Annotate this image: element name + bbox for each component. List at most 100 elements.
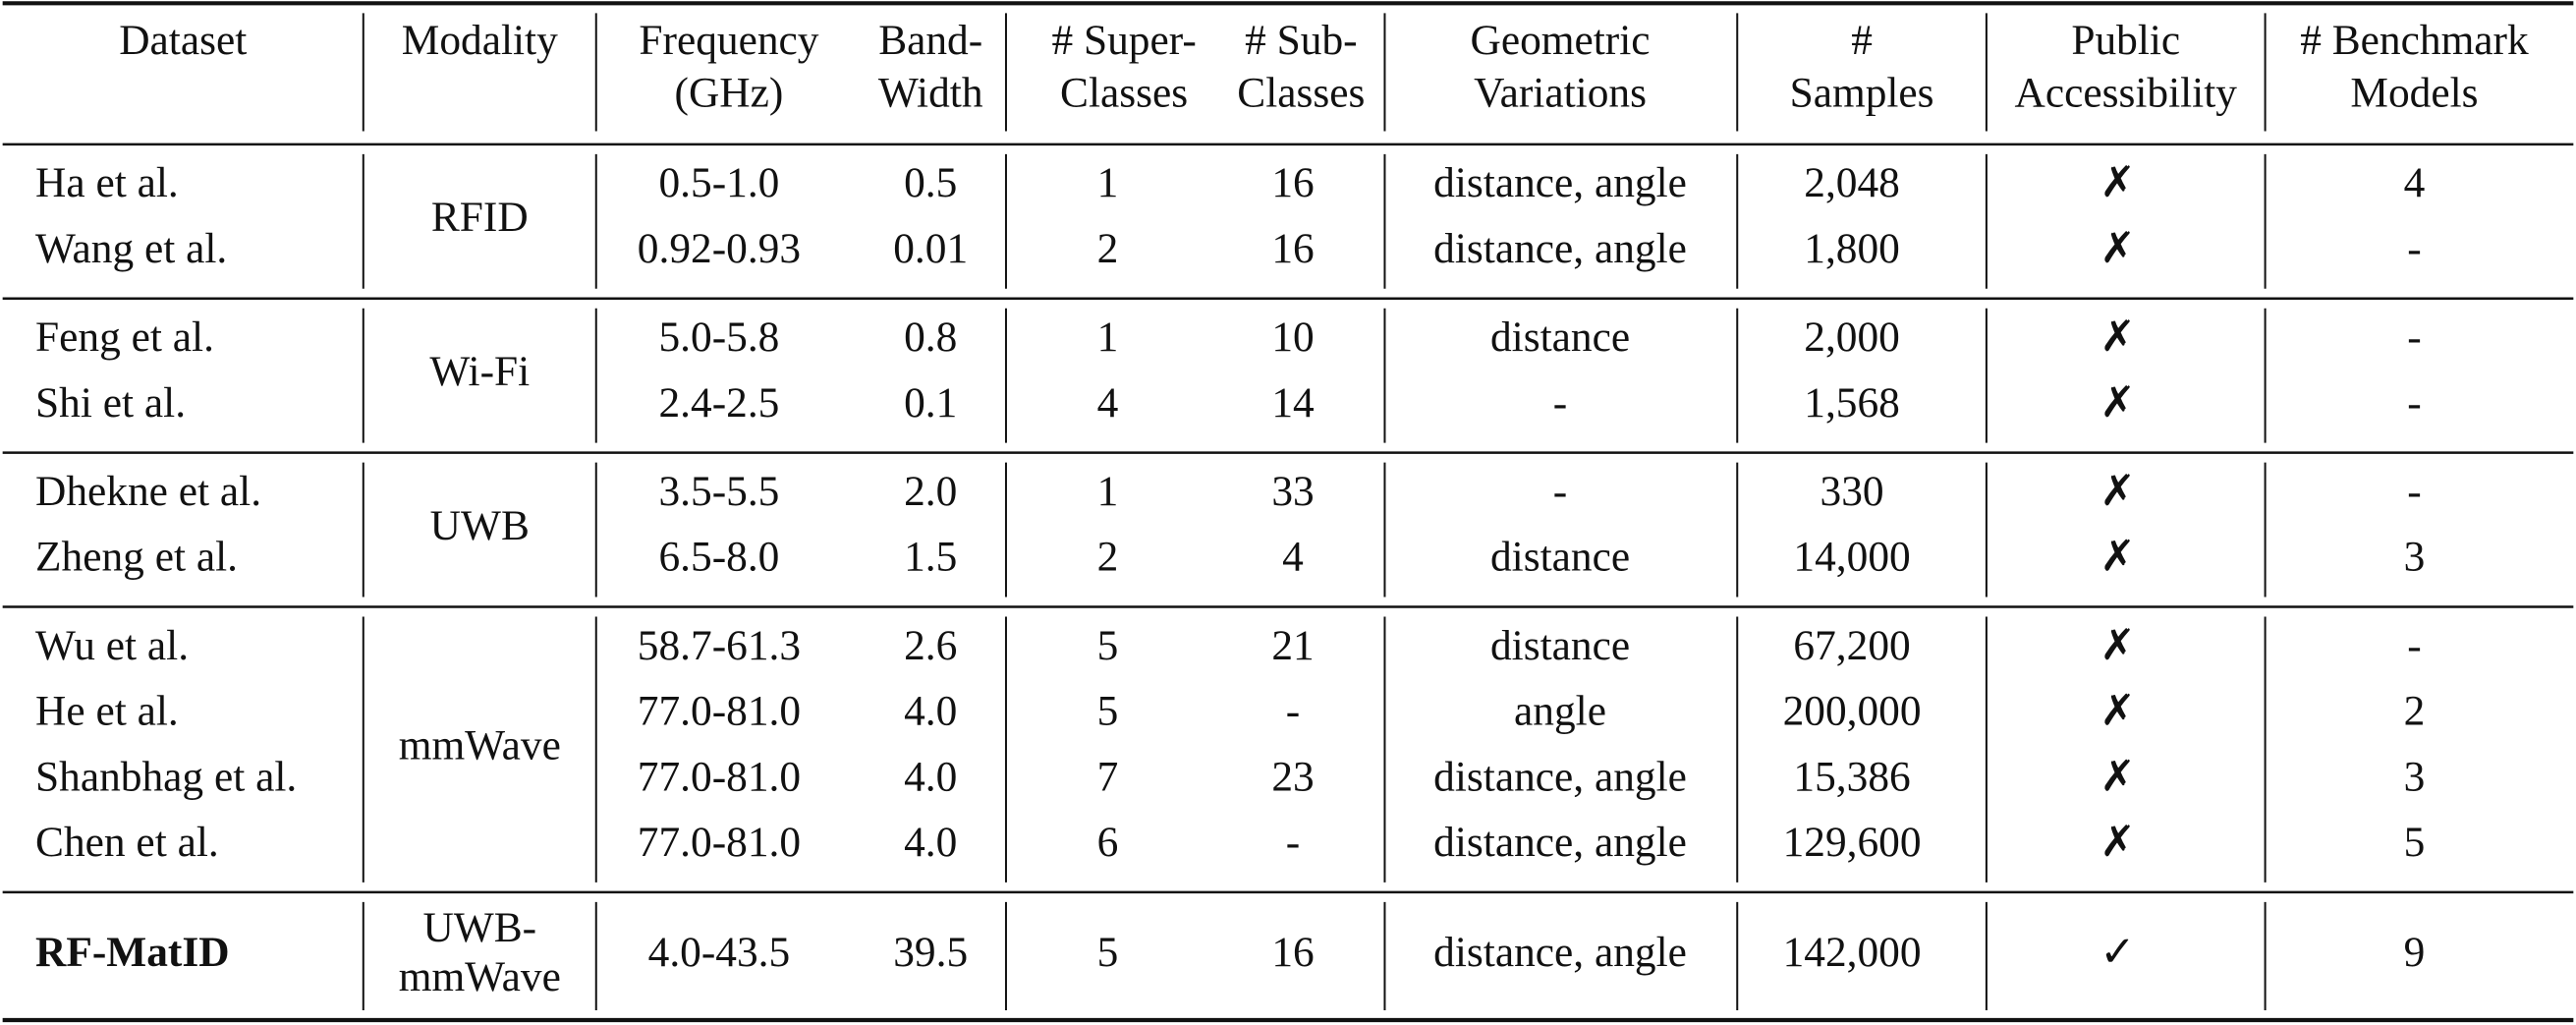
table-cell: - — [1286, 819, 1300, 866]
table-cell: 4.0 — [904, 819, 957, 866]
header-cell: Accessibility — [2015, 69, 2238, 116]
dataset-cell: He et al. — [35, 688, 179, 735]
header-cell: Width — [878, 69, 983, 116]
header-cell: Models — [2350, 69, 2478, 116]
table-cell: 4 — [1282, 534, 1304, 581]
table-cell: 4 — [2404, 159, 2426, 206]
table-cell: ✗ — [2100, 379, 2135, 427]
dataset-cell: Feng et al. — [35, 313, 214, 361]
table-cell: 77.0-81.0 — [638, 688, 801, 735]
header-cell: # Sub- — [1245, 17, 1357, 64]
modality-cell: mmWave — [399, 953, 561, 1000]
table-cell: 4.0-43.5 — [648, 929, 791, 976]
table-cell: - — [2407, 468, 2421, 515]
table-cell: 39.5 — [893, 929, 968, 976]
table-cell: distance, angle — [1433, 929, 1687, 976]
table-cell: 142,000 — [1783, 929, 1922, 976]
table-cell: 1 — [1097, 468, 1119, 515]
table-cell: 0.5-1.0 — [658, 159, 779, 206]
table-cell: - — [1286, 688, 1300, 735]
table-cell: 2 — [2404, 688, 2426, 735]
table-cell: 2.4-2.5 — [658, 379, 779, 427]
table-cell: - — [2407, 313, 2421, 361]
table-cell: - — [1553, 468, 1567, 515]
table-cell: ✗ — [2100, 622, 2135, 669]
modality-cell: RFID — [431, 194, 529, 241]
dataset-cell: Dhekne et al. — [35, 468, 261, 515]
table-cell: 23 — [1271, 753, 1314, 800]
header-cell: # — [1851, 17, 1873, 64]
table-cell: 2.6 — [904, 622, 957, 669]
table-cell: ✗ — [2100, 534, 2135, 581]
table-cell: - — [2407, 225, 2421, 272]
table-cell: 4.0 — [904, 753, 957, 800]
table-cell: 77.0-81.0 — [638, 753, 801, 800]
header-cell: Band- — [878, 17, 982, 64]
table-cell: 5 — [1097, 929, 1119, 976]
table-cell: 1,800 — [1804, 225, 1900, 272]
header-cell: # Super- — [1051, 17, 1196, 64]
table-cell: 14 — [1271, 379, 1315, 427]
modality-cell: mmWave — [399, 722, 561, 769]
table-cell: 2 — [1097, 534, 1119, 581]
modality-cell: UWB- — [422, 904, 536, 951]
table-cell: 15,386 — [1793, 753, 1910, 800]
dataset-cell: Chen et al. — [35, 819, 219, 866]
table-cell: 16 — [1271, 929, 1314, 976]
table-cell: 5 — [2404, 819, 2426, 866]
table-cell: distance, angle — [1433, 753, 1687, 800]
table-cell: 1 — [1097, 159, 1119, 206]
table-cell: 0.92-0.93 — [638, 225, 801, 272]
table-cell: 10 — [1271, 313, 1314, 361]
table-cell: 129,600 — [1783, 819, 1922, 866]
table-cell: 16 — [1271, 159, 1314, 206]
table-cell: ✗ — [2100, 313, 2135, 361]
table-cell: distance — [1490, 622, 1630, 669]
dataset-cell: Wu et al. — [35, 622, 189, 669]
header-cell: Variations — [1474, 69, 1647, 116]
header-cell: Classes — [1060, 69, 1188, 116]
header-cell: Dataset — [119, 17, 247, 64]
table-cell: 5.0-5.8 — [658, 313, 779, 361]
header-cell: # Benchmark — [2300, 17, 2529, 64]
table-cell: distance, angle — [1433, 159, 1687, 206]
table-cell: 2,048 — [1804, 159, 1900, 206]
table-cell: 67,200 — [1793, 622, 1910, 669]
table-cell: ✗ — [2100, 819, 2135, 866]
table-cell: 3 — [2404, 753, 2426, 800]
table-cell: ✗ — [2100, 688, 2135, 735]
table-cell: ✗ — [2100, 225, 2135, 272]
table-cell: - — [1553, 379, 1567, 427]
table-cell: 58.7-61.3 — [638, 622, 801, 669]
table-cell: 5 — [1097, 688, 1119, 735]
header-cell: (GHz) — [675, 69, 784, 116]
dataset-cell: Ha et al. — [35, 159, 179, 206]
dataset-cell: RF-MatID — [35, 929, 230, 976]
header-cell: Modality — [402, 17, 558, 64]
header-cell: Classes — [1237, 69, 1365, 116]
table-cell: 2 — [1097, 225, 1119, 272]
table-cell: 2.0 — [904, 468, 957, 515]
table-cell: 21 — [1271, 622, 1314, 669]
table-cell: 9 — [2404, 929, 2426, 976]
table-cell: angle — [1514, 688, 1606, 735]
table-cell: 0.1 — [904, 379, 957, 427]
dataset-cell: Wang et al. — [35, 225, 227, 272]
table-cell: 0.5 — [904, 159, 957, 206]
header-cell: Samples — [1790, 69, 1934, 116]
modality-cell: Wi-Fi — [429, 348, 530, 395]
table-cell: 4.0 — [904, 688, 957, 735]
table-cell: 3.5-5.5 — [658, 468, 779, 515]
table-cell: ✓ — [2100, 929, 2135, 976]
table-cell: distance, angle — [1433, 819, 1687, 866]
header-cell: Frequency — [639, 17, 818, 64]
header-cell: Geometric — [1470, 17, 1650, 64]
table-cell: 5 — [1097, 622, 1119, 669]
dataset-cell: Zheng et al. — [35, 534, 238, 581]
table-cell: distance — [1490, 313, 1630, 361]
table-cell: distance — [1490, 534, 1630, 581]
table-cell: 16 — [1271, 225, 1314, 272]
header-cell: Public — [2071, 17, 2180, 64]
table-cell: 33 — [1271, 468, 1314, 515]
